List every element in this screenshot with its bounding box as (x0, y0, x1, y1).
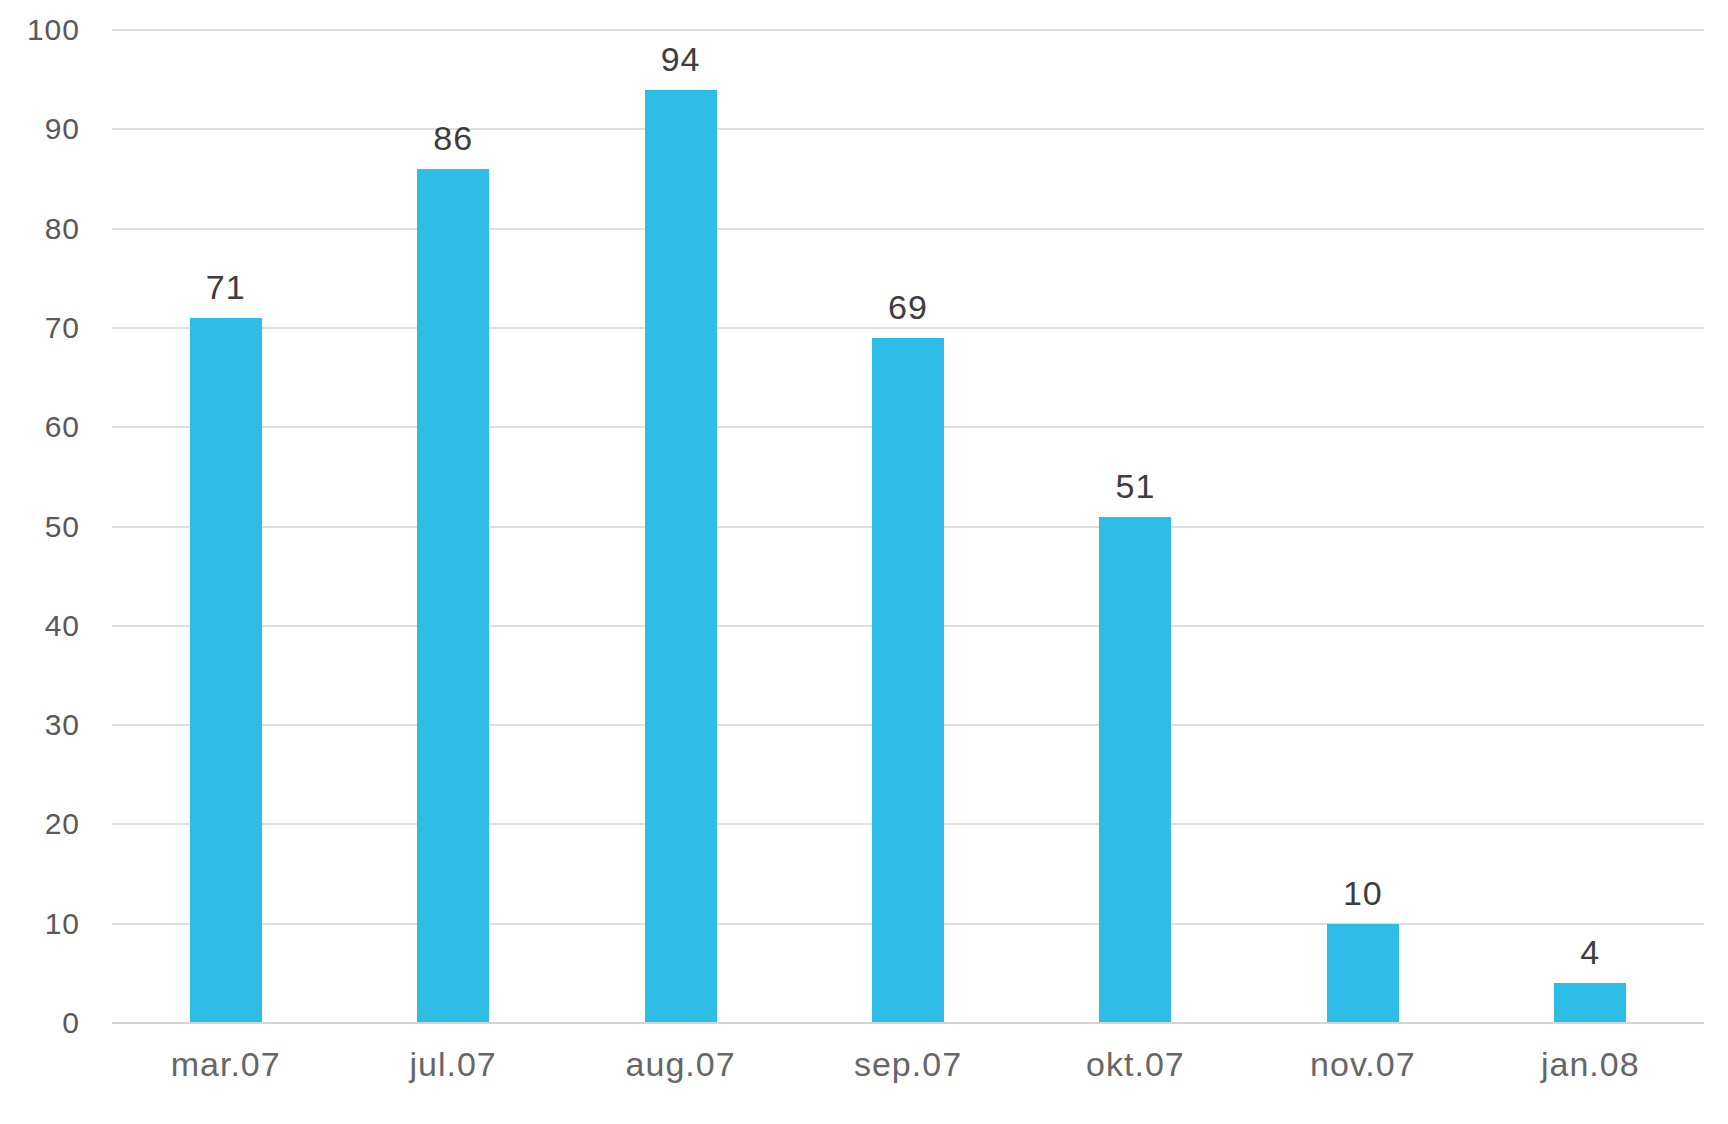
bar-nov.07 (1327, 924, 1399, 1023)
gridline-70 (112, 327, 1704, 329)
y-tick-label-30: 30 (0, 705, 80, 745)
bar-sep.07 (872, 338, 944, 1023)
bar-jul.07 (417, 169, 489, 1023)
gridline-100 (112, 29, 1704, 31)
y-tick-label-0: 0 (0, 1003, 80, 1043)
x-tick-label-jul.07: jul.07 (353, 1042, 553, 1086)
data-label-nov.07: 10 (1283, 876, 1443, 910)
x-tick-label-nov.07: nov.07 (1263, 1042, 1463, 1086)
x-axis: mar.07 jul.07 aug.07 sep.07 okt.07 nov.07 jan.… (112, 1042, 1704, 1092)
x-tick-label-jan.08: jan.08 (1490, 1042, 1690, 1086)
y-tick-label-70: 70 (0, 308, 80, 348)
data-label-mar.07: 71 (146, 270, 306, 304)
y-tick-label-10: 10 (0, 904, 80, 944)
x-axis-line (112, 1022, 1704, 1024)
data-label-okt.07: 51 (1055, 469, 1215, 503)
x-tick-label-mar.07: mar.07 (126, 1042, 326, 1086)
y-tick-label-40: 40 (0, 606, 80, 646)
y-axis: 0102030405060708090100 (0, 30, 80, 1023)
bar-okt.07 (1099, 517, 1171, 1023)
y-tick-label-80: 80 (0, 209, 80, 249)
gridline-80 (112, 228, 1704, 230)
x-tick-label-okt.07: okt.07 (1035, 1042, 1235, 1086)
y-tick-label-50: 50 (0, 507, 80, 547)
bar-mar.07 (190, 318, 262, 1023)
data-label-sep.07: 69 (828, 290, 988, 324)
bar-aug.07 (645, 90, 717, 1023)
y-tick-label-20: 20 (0, 804, 80, 844)
x-tick-label-sep.07: sep.07 (808, 1042, 1008, 1086)
data-label-jan.08: 4 (1510, 935, 1670, 969)
y-tick-label-100: 100 (0, 10, 80, 50)
bar-jan.08 (1554, 983, 1626, 1023)
y-tick-label-60: 60 (0, 407, 80, 447)
data-label-aug.07: 94 (601, 42, 761, 76)
y-tick-label-90: 90 (0, 109, 80, 149)
x-tick-label-aug.07: aug.07 (581, 1042, 781, 1086)
bar-chart: 0 10 20 30 40 50 60 70 80 90 100 71 86 94 69 51 10 4 mar… (0, 0, 1728, 1124)
data-label-jul.07: 86 (373, 121, 533, 155)
plot-area: 71 86 94 69 51 10 4 (112, 30, 1704, 1023)
gridline-90 (112, 128, 1704, 130)
